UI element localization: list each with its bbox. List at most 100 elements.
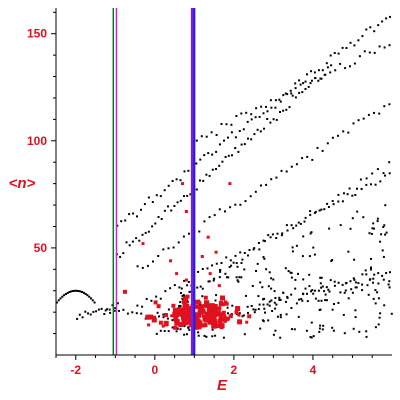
- ticks: -2 0 2 4 50 100 150: [27, 11, 373, 377]
- data-point-red: [141, 242, 145, 246]
- data-point: [263, 297, 266, 300]
- data-point: [234, 254, 237, 257]
- data-point: [262, 239, 265, 242]
- data-point: [326, 202, 329, 205]
- data-point: [365, 335, 368, 338]
- data-point: [291, 246, 294, 249]
- data-point: [239, 251, 242, 254]
- data-point: [301, 299, 304, 302]
- data-point-red: [220, 295, 225, 301]
- data-point: [272, 118, 275, 121]
- data-point: [313, 253, 316, 256]
- data-point: [263, 307, 266, 310]
- data-point: [219, 143, 221, 146]
- data-point: [181, 297, 184, 300]
- data-point: [250, 118, 253, 121]
- data-point: [242, 128, 245, 131]
- data-point: [260, 105, 263, 108]
- y-tick-label: 150: [27, 27, 47, 41]
- data-point-red: [170, 314, 174, 318]
- data-point: [347, 250, 350, 253]
- data-point-red: [184, 278, 188, 282]
- data-point-red: [211, 323, 217, 329]
- data-point: [353, 258, 356, 261]
- data-point: [388, 286, 391, 289]
- data-point: [180, 287, 183, 290]
- data-point-red: [224, 301, 229, 306]
- data-point: [289, 271, 292, 274]
- data-point: [313, 289, 316, 292]
- x-tick-label: -2: [70, 363, 81, 377]
- data-point: [306, 300, 309, 303]
- data-point: [294, 96, 297, 99]
- data-point: [97, 308, 100, 311]
- data-point-red: [245, 320, 249, 324]
- data-point: [171, 180, 174, 182]
- data-point: [290, 307, 293, 309]
- data-point: [349, 280, 352, 283]
- data-point: [279, 316, 282, 319]
- data-point: [352, 327, 355, 330]
- data-point: [61, 295, 64, 298]
- data-point: [365, 273, 368, 276]
- data-point-red: [215, 324, 220, 328]
- data-point: [300, 298, 303, 300]
- data-point: [208, 280, 211, 283]
- data-point: [229, 206, 232, 209]
- data-point: [303, 220, 306, 223]
- data-point-red: [213, 307, 219, 313]
- data-point: [312, 292, 315, 295]
- data-point-red: [222, 318, 227, 323]
- data-point: [382, 172, 385, 175]
- data-point: [264, 311, 266, 314]
- data-point: [337, 134, 339, 137]
- data-point: [195, 188, 198, 191]
- data-point: [188, 232, 190, 235]
- data-point-red: [235, 306, 241, 311]
- data-point: [210, 131, 213, 134]
- data-point: [373, 227, 375, 230]
- data-point: [317, 299, 320, 302]
- data-point: [378, 112, 381, 115]
- data-point: [309, 210, 312, 213]
- data-point: [327, 206, 330, 208]
- data-point: [257, 295, 260, 298]
- data-point: [81, 316, 84, 319]
- data-point: [72, 290, 75, 292]
- data-point: [333, 280, 336, 283]
- data-point-red: [205, 304, 210, 308]
- data-point: [339, 62, 342, 65]
- data-point: [214, 299, 217, 302]
- data-point: [141, 305, 144, 308]
- data-point: [201, 268, 204, 270]
- data-point: [313, 71, 316, 74]
- data-point: [295, 163, 298, 166]
- data-point: [377, 272, 380, 275]
- data-point: [235, 262, 238, 265]
- data-point: [297, 315, 300, 318]
- data-point: [331, 308, 334, 311]
- data-point: [376, 168, 379, 171]
- data-point: [376, 217, 379, 220]
- y-axis-title: <n>: [9, 175, 36, 192]
- data-point: [285, 300, 287, 303]
- data-point: [371, 227, 374, 230]
- data-point: [385, 231, 388, 234]
- data-point: [322, 324, 325, 327]
- data-point: [81, 291, 84, 293]
- data-point: [182, 235, 185, 238]
- data-point: [155, 332, 158, 335]
- data-point: [298, 298, 301, 301]
- data-point: [170, 209, 173, 212]
- data-point-red: [194, 312, 199, 317]
- data-point-red: [234, 310, 239, 315]
- data-point: [301, 91, 304, 94]
- data-point: [368, 232, 371, 235]
- data-point: [279, 298, 282, 301]
- data-point: [159, 329, 162, 332]
- data-point-red: [203, 295, 208, 300]
- data-point-red: [198, 326, 202, 330]
- data-point: [372, 277, 375, 280]
- data-point: [361, 273, 364, 276]
- data-point: [75, 289, 78, 292]
